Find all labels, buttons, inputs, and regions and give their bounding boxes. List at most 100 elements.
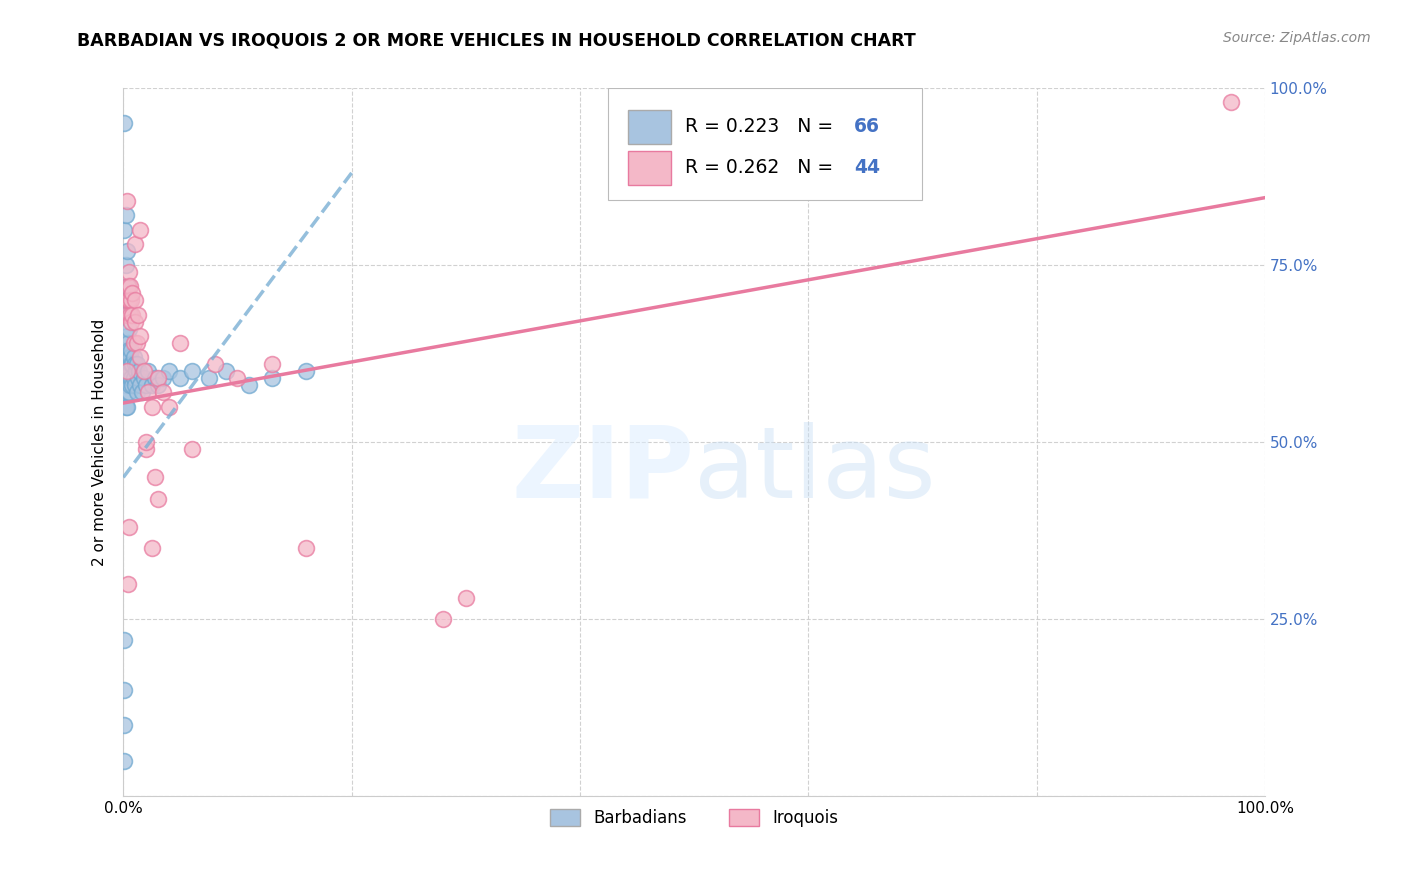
Point: [141, 541, 163, 556]
Point: [120, 308, 142, 322]
Point: [129, 328, 152, 343]
Point: [169, 335, 191, 350]
Point: [135, 442, 157, 456]
Point: [129, 350, 152, 364]
Point: [138, 364, 160, 378]
Point: [121, 378, 143, 392]
Text: ZIP: ZIP: [512, 422, 695, 519]
Point: [115, 194, 138, 209]
Point: [157, 400, 180, 414]
Point: [115, 244, 138, 258]
Point: [124, 315, 146, 329]
Point: [120, 308, 142, 322]
Point: [121, 286, 143, 301]
Point: [169, 371, 191, 385]
Point: [115, 350, 138, 364]
Point: [143, 371, 166, 385]
Point: [118, 520, 141, 534]
Point: [117, 308, 139, 322]
Point: [117, 576, 139, 591]
Point: [120, 364, 142, 378]
Point: [152, 385, 174, 400]
Point: [122, 371, 145, 385]
Point: [118, 293, 141, 308]
Point: [120, 378, 142, 392]
Point: [180, 442, 202, 456]
Text: Source: ZipAtlas.com: Source: ZipAtlas.com: [1223, 31, 1371, 45]
Text: atlas: atlas: [695, 422, 936, 519]
Point: [135, 435, 157, 450]
Point: [146, 371, 169, 385]
Point: [115, 364, 138, 378]
Point: [295, 364, 318, 378]
Point: [115, 378, 138, 392]
Point: [118, 265, 141, 279]
Point: [114, 633, 136, 648]
Y-axis label: 2 or more Vehicles in Household: 2 or more Vehicles in Household: [93, 318, 107, 566]
Point: [157, 364, 180, 378]
Point: [115, 328, 138, 343]
Point: [226, 371, 249, 385]
Text: 66: 66: [853, 118, 880, 136]
Point: [260, 357, 283, 371]
Point: [117, 350, 139, 364]
Point: [135, 378, 157, 392]
Point: [132, 371, 155, 385]
Point: [198, 371, 221, 385]
Point: [432, 612, 454, 626]
Point: [1219, 95, 1241, 109]
Point: [114, 682, 136, 697]
Point: [117, 293, 139, 308]
Point: [118, 385, 141, 400]
Text: 44: 44: [853, 159, 880, 178]
Point: [114, 350, 136, 364]
Point: [120, 350, 142, 364]
Point: [120, 357, 142, 371]
Point: [204, 357, 226, 371]
Point: [143, 470, 166, 484]
Point: [260, 371, 283, 385]
Point: [118, 371, 141, 385]
Bar: [628, 110, 671, 144]
Text: BARBADIAN VS IROQUOIS 2 OR MORE VEHICLES IN HOUSEHOLD CORRELATION CHART: BARBADIAN VS IROQUOIS 2 OR MORE VEHICLES…: [77, 31, 917, 49]
Point: [115, 364, 138, 378]
Point: [180, 364, 202, 378]
Point: [124, 293, 146, 308]
Bar: [628, 151, 671, 185]
Point: [215, 364, 238, 378]
Point: [127, 371, 149, 385]
Point: [117, 335, 139, 350]
Point: [114, 754, 136, 768]
Point: [146, 378, 169, 392]
Point: [132, 364, 155, 378]
Point: [120, 315, 142, 329]
Point: [118, 343, 141, 357]
Point: [121, 357, 143, 371]
Point: [117, 279, 139, 293]
Point: [124, 236, 146, 251]
Point: [118, 293, 141, 308]
Point: [129, 378, 152, 392]
Point: [454, 591, 477, 605]
Point: [129, 222, 152, 236]
Point: [131, 385, 153, 400]
Point: [120, 279, 142, 293]
Point: [115, 293, 138, 308]
Point: [117, 279, 139, 293]
Point: [124, 378, 146, 392]
Point: [146, 491, 169, 506]
Point: [114, 718, 136, 732]
Point: [122, 335, 145, 350]
Point: [125, 385, 148, 400]
Point: [124, 357, 146, 371]
Point: [115, 400, 138, 414]
Point: [117, 364, 139, 378]
Point: [238, 378, 260, 392]
Point: [138, 385, 160, 400]
Point: [120, 371, 142, 385]
Point: [114, 222, 136, 236]
Legend: Barbadians, Iroquois: Barbadians, Iroquois: [544, 802, 845, 834]
Point: [115, 308, 138, 322]
Point: [295, 541, 318, 556]
Point: [125, 335, 148, 350]
